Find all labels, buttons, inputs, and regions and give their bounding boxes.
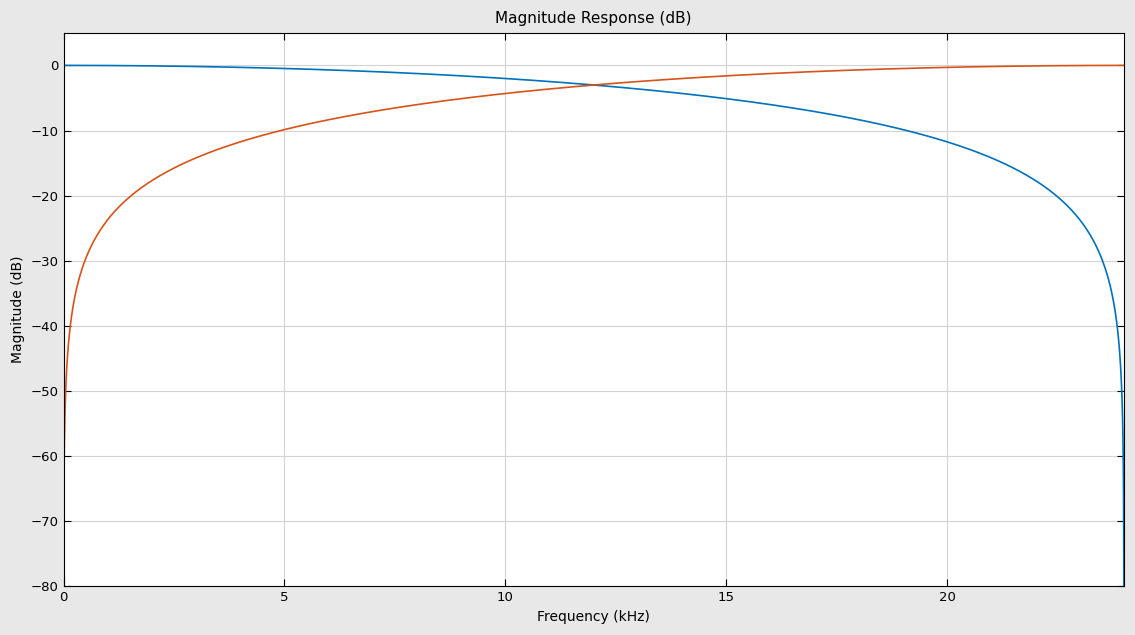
Title: Magnitude Response (dB): Magnitude Response (dB) (496, 11, 692, 26)
Y-axis label: Magnitude (dB): Magnitude (dB) (11, 256, 25, 363)
X-axis label: Frequency (kHz): Frequency (kHz) (537, 610, 650, 624)
